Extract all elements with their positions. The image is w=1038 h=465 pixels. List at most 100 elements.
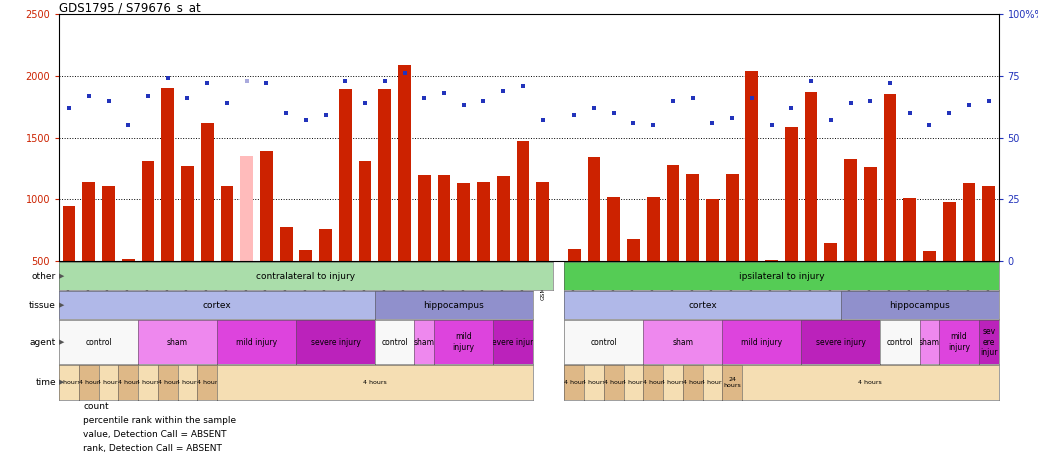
Text: 4 hours: 4 hours	[622, 380, 646, 385]
Bar	[804, 92, 818, 261]
Bar	[319, 229, 332, 261]
Text: 24 hours: 24 hours	[193, 380, 221, 385]
Text: ▶: ▶	[59, 379, 64, 385]
Text: 4 hours: 4 hours	[136, 380, 160, 385]
Text: cortex: cortex	[688, 300, 717, 310]
Bar	[607, 197, 620, 261]
Text: hippocampus: hippocampus	[424, 300, 485, 310]
Text: 24 hours: 24 hours	[639, 380, 667, 385]
Text: control: control	[85, 338, 112, 346]
Text: 4 hours: 4 hours	[858, 380, 882, 385]
Bar	[568, 249, 580, 261]
Bar	[647, 197, 659, 261]
Bar	[726, 173, 739, 261]
Text: ▶: ▶	[59, 273, 64, 279]
Text: rank, Detection Call = ABSENT: rank, Detection Call = ABSENT	[83, 444, 222, 453]
Text: 24
hours: 24 hours	[723, 377, 741, 388]
Text: count: count	[83, 402, 109, 412]
Bar	[121, 259, 135, 261]
Bar	[745, 71, 759, 261]
Bar	[299, 250, 312, 261]
Bar	[260, 151, 273, 261]
Text: contralateral to injury: contralateral to injury	[256, 272, 355, 281]
Text: mild
injury: mild injury	[453, 332, 474, 352]
Bar	[844, 159, 857, 261]
Text: 4 hours: 4 hours	[582, 380, 606, 385]
Bar	[418, 175, 431, 261]
Text: percentile rank within the sample: percentile rank within the sample	[83, 416, 237, 425]
Text: control: control	[591, 338, 618, 346]
Text: agent: agent	[30, 338, 56, 346]
Text: severe injury: severe injury	[816, 338, 866, 346]
Text: 4 hours: 4 hours	[661, 380, 685, 385]
Text: sham: sham	[673, 338, 693, 346]
Bar	[82, 182, 95, 261]
Bar	[765, 260, 778, 261]
Bar	[477, 182, 490, 261]
Bar	[785, 126, 798, 261]
Bar	[379, 89, 391, 261]
Bar	[517, 141, 529, 261]
Text: time: time	[35, 378, 56, 387]
Text: 4 hours: 4 hours	[701, 380, 725, 385]
Bar	[706, 199, 718, 261]
Bar	[923, 252, 936, 261]
Bar	[883, 94, 897, 261]
Bar	[399, 65, 411, 261]
Text: 24 hours: 24 hours	[561, 380, 589, 385]
Bar	[982, 186, 995, 261]
Text: mild
injury: mild injury	[948, 332, 971, 352]
Text: 4 hours: 4 hours	[57, 380, 81, 385]
Bar	[181, 166, 194, 261]
Text: tissue: tissue	[29, 300, 56, 310]
Text: severe injury: severe injury	[310, 338, 360, 346]
Text: GDS1795 / S79676_s_at: GDS1795 / S79676_s_at	[59, 1, 201, 14]
Bar	[537, 182, 549, 261]
Bar	[458, 183, 470, 261]
Text: value, Detection Call = ABSENT: value, Detection Call = ABSENT	[83, 430, 226, 439]
Bar	[141, 161, 155, 261]
Bar	[666, 165, 679, 261]
Bar	[627, 239, 639, 261]
Text: sham: sham	[167, 338, 188, 346]
Bar	[62, 206, 76, 261]
Text: 4 hours: 4 hours	[363, 380, 387, 385]
Bar	[588, 158, 600, 261]
Bar	[279, 227, 293, 261]
Bar	[240, 156, 253, 261]
Text: 24 hours: 24 hours	[75, 380, 103, 385]
Bar	[438, 175, 450, 261]
Text: ▶: ▶	[59, 302, 64, 308]
Bar	[824, 243, 838, 261]
Text: control: control	[381, 338, 408, 346]
Text: 24 hours: 24 hours	[679, 380, 707, 385]
Bar	[339, 89, 352, 261]
Text: sham: sham	[414, 338, 435, 346]
Text: severe injury: severe injury	[488, 338, 538, 346]
Bar	[962, 183, 976, 261]
Text: hippocampus: hippocampus	[890, 300, 950, 310]
Text: 24 hours: 24 hours	[154, 380, 182, 385]
Bar	[686, 173, 699, 261]
Text: ipsilateral to injury: ipsilateral to injury	[739, 272, 824, 281]
Text: 4 hours: 4 hours	[175, 380, 199, 385]
Text: mild injury: mild injury	[236, 338, 277, 346]
Bar	[903, 198, 917, 261]
Text: 4 hours: 4 hours	[97, 380, 120, 385]
Bar	[220, 186, 234, 261]
Text: 24 hours: 24 hours	[114, 380, 142, 385]
Text: mild injury: mild injury	[741, 338, 783, 346]
Text: ▶: ▶	[59, 339, 64, 345]
Bar	[102, 186, 115, 261]
Text: 24 hours: 24 hours	[600, 380, 628, 385]
Text: sham: sham	[919, 338, 940, 346]
Bar	[359, 161, 372, 261]
Bar	[161, 88, 174, 261]
Text: other: other	[32, 272, 56, 281]
Bar	[497, 176, 510, 261]
Text: sev
ere
injur: sev ere injur	[980, 327, 998, 357]
Bar	[943, 202, 956, 261]
Bar	[864, 167, 877, 261]
Text: cortex: cortex	[202, 300, 231, 310]
Bar	[200, 123, 214, 261]
